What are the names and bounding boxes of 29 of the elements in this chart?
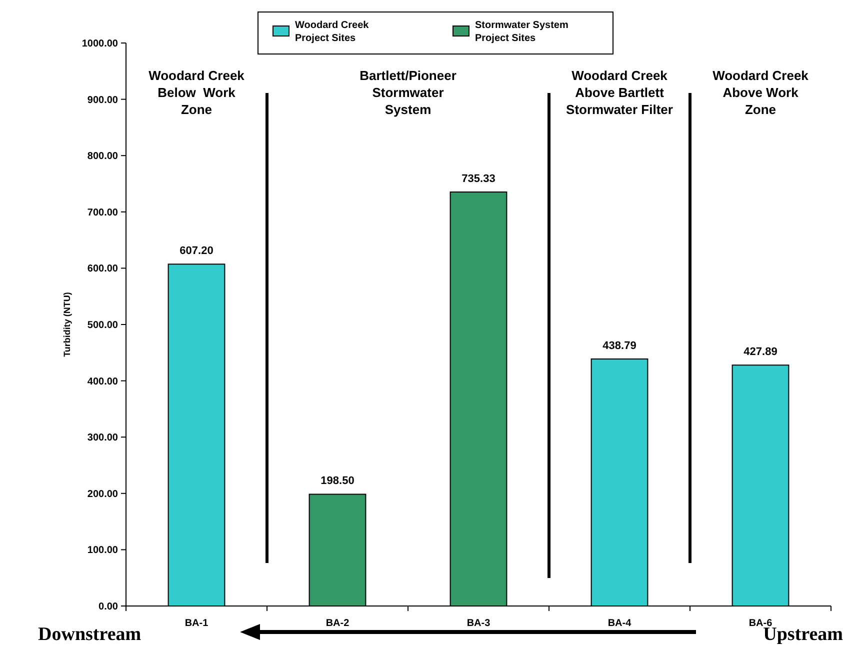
y-tick-label: 500.00 (87, 320, 118, 331)
y-tick-label: 800.00 (87, 151, 118, 162)
annotation: Woodard Creek Above Bartlett Stormwater Filter (566, 68, 673, 117)
y-tick-label: 600.00 (87, 264, 118, 275)
y-tick-label: 900.00 (87, 94, 118, 106)
annotation: Bartlett/Pioneer Stormwater System (360, 68, 456, 117)
y-tick-label: 100.00 (87, 545, 118, 556)
x-tick-label: BA-1 (184, 618, 209, 629)
data-label: 438.79 (602, 340, 636, 352)
x-tick-label: BA-4 (608, 618, 632, 629)
x-tick-label: BA-2 (326, 618, 350, 629)
annotation: Woodard Creek Above Work Zone (712, 68, 810, 117)
y-tick-label: 1000.00 (82, 38, 118, 50)
y-tick-label: 0.00 (98, 602, 118, 612)
y-tick-label: 400.00 (87, 376, 118, 388)
y-tick-label: 700.00 (87, 207, 118, 218)
data-label: 735.33 (462, 173, 496, 186)
legend-label: Stormwater System Project Sites (475, 20, 568, 44)
y-axis-title: Turbidity (NTU) (62, 292, 72, 357)
y-tick-label: 300.00 (87, 432, 118, 444)
annotation: Woodard Creek Below Work Zone (148, 68, 246, 117)
data-label: 607.20 (180, 245, 214, 258)
legend-label: Woodard Creek Project Sites (295, 20, 370, 44)
y-tick-label: 200.00 (87, 488, 118, 500)
x-tick-label: BA-6 (748, 618, 773, 629)
text: Downstream (38, 624, 142, 645)
data-label: 198.50 (320, 475, 354, 488)
x-tick-label: BA-3 (466, 618, 491, 629)
data-label: 427.89 (744, 346, 778, 358)
